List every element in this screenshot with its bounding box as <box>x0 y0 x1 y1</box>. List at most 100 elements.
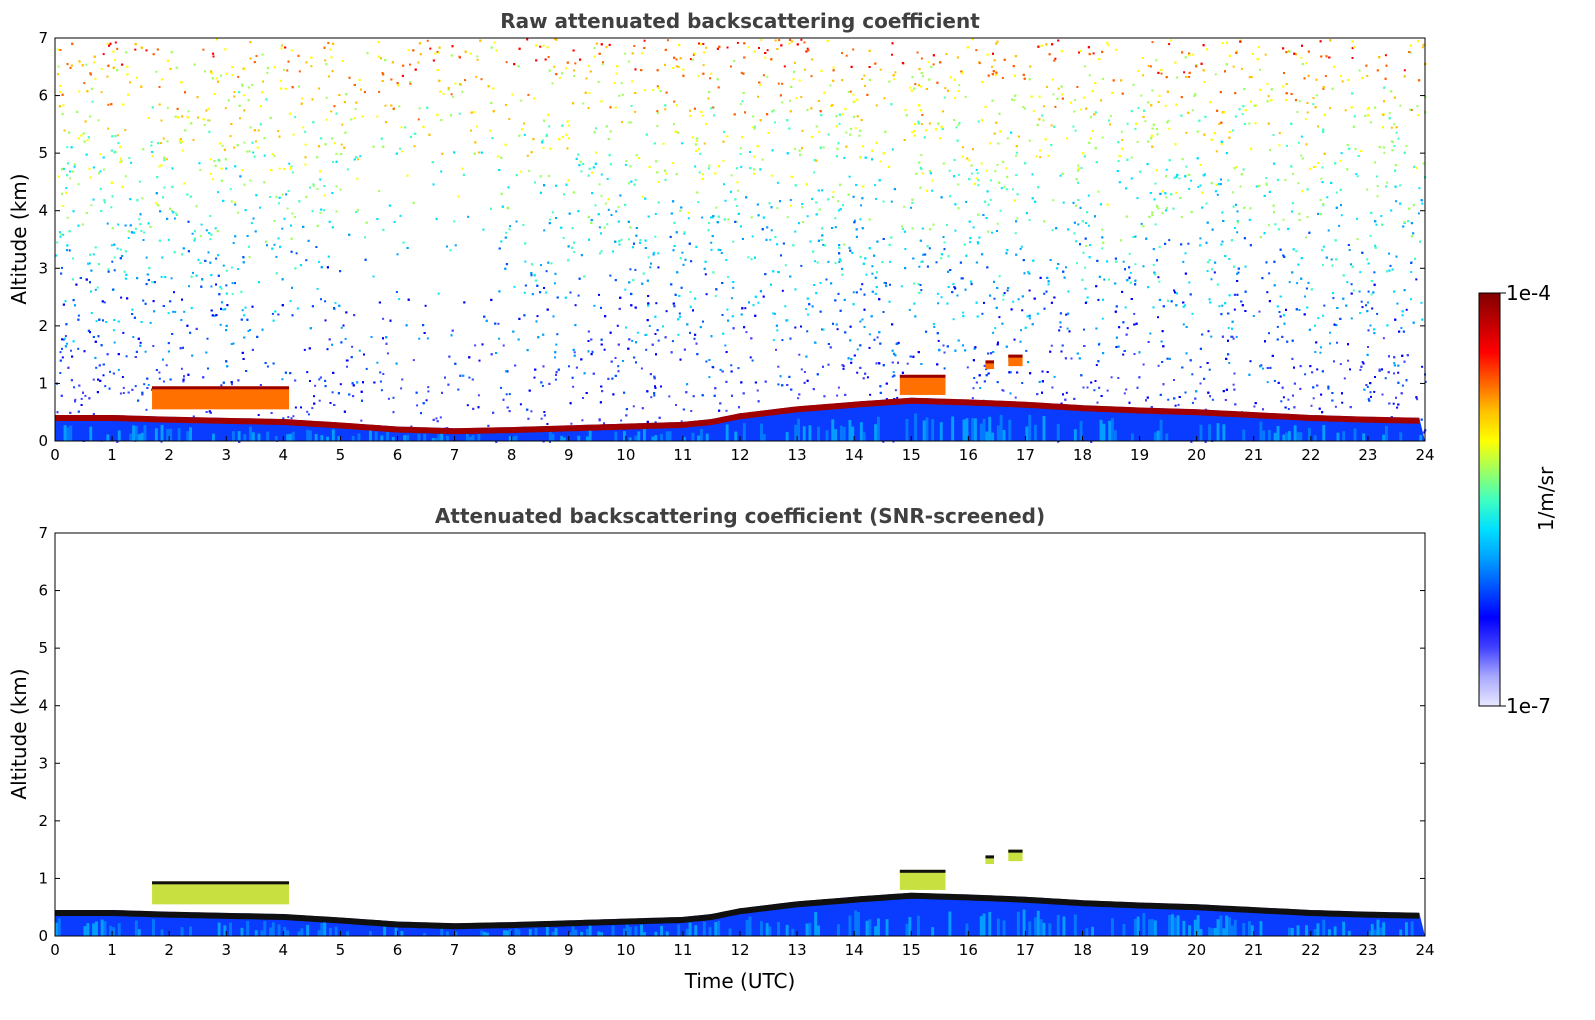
x-tick-label: 19 <box>1130 941 1149 959</box>
x-tick-label: 3 <box>221 446 231 464</box>
panel-raw-y-axis-label: Altitude (km) <box>7 173 31 304</box>
cloud-1 <box>899 374 946 395</box>
x-tick-label: 23 <box>1358 446 1377 464</box>
x-tick-label: 24 <box>1415 446 1434 464</box>
x-tick-label: 5 <box>336 446 346 464</box>
x-tick-label: 7 <box>450 446 460 464</box>
panel-screened: Attenuated backscattering coefficient (S… <box>7 504 1435 993</box>
y-tick-label: 6 <box>38 582 48 600</box>
panel-raw-frame <box>54 37 1426 442</box>
colorbar-scale <box>1478 292 1501 707</box>
x-tick-label: 2 <box>164 941 174 959</box>
x-tick-label: 17 <box>1016 941 1035 959</box>
boundary-layer-texture <box>63 413 1423 441</box>
x-tick-label: 1 <box>107 446 117 464</box>
panel-screened-y-ticks: 0 1 2 3 4 5 6 7 <box>38 524 1425 945</box>
x-tick-label: 5 <box>336 941 346 959</box>
x-tick-label: 14 <box>845 446 864 464</box>
x-tick-label: 10 <box>616 941 635 959</box>
x-tick-label: 8 <box>507 446 517 464</box>
x-tick-label: 0 <box>50 941 60 959</box>
colorbar: 1e-4 1e-7 1/m/sr <box>1478 281 1558 718</box>
panel-raw-x-ticks: 0 1 2 3 4 5 6 7 8 9 10 11 12 13 14 15 16 17 18 19 20 21 22 23 24 <box>50 436 1435 464</box>
cloud-3 <box>1008 849 1023 862</box>
cloud-top-2 <box>985 360 995 364</box>
cloud-top-1 <box>899 869 946 873</box>
panel-screened-plot-area <box>55 849 1425 936</box>
x-tick-label: 13 <box>788 941 807 959</box>
x-axis-label: Time (UTC) <box>684 969 796 993</box>
cloud-top-2 <box>985 855 995 859</box>
y-tick-label: 4 <box>38 202 48 220</box>
noise-speckle <box>55 38 1427 443</box>
x-tick-label: 12 <box>730 941 749 959</box>
cloud-top-0 <box>152 881 290 885</box>
panel-screened-title: Attenuated backscattering coefficient (S… <box>435 504 1045 528</box>
panel-raw: Raw attenuated backscattering coefficien… <box>7 9 1435 464</box>
cloud-top-1 <box>899 374 946 378</box>
x-tick-label: 12 <box>730 446 749 464</box>
x-tick-label: 6 <box>393 941 403 959</box>
x-tick-label: 13 <box>788 446 807 464</box>
x-tick-label: 11 <box>673 446 692 464</box>
y-tick-label: 5 <box>38 639 48 657</box>
x-tick-label: 14 <box>845 941 864 959</box>
cloud-3 <box>1008 354 1023 367</box>
y-tick-label: 5 <box>38 144 48 162</box>
y-tick-label: 1 <box>38 869 48 887</box>
cloud-1 <box>899 869 946 890</box>
y-tick-label: 0 <box>38 927 48 945</box>
x-tick-label: 8 <box>507 941 517 959</box>
panel-screened-y-axis-label: Altitude (km) <box>7 668 31 799</box>
x-tick-label: 7 <box>450 941 460 959</box>
x-tick-label: 15 <box>902 941 921 959</box>
x-tick-label: 22 <box>1301 446 1320 464</box>
panel-screened-frame <box>54 532 1426 937</box>
x-tick-label: 16 <box>959 941 978 959</box>
x-tick-label: 22 <box>1301 941 1320 959</box>
y-tick-label: 2 <box>38 812 48 830</box>
x-tick-label: 18 <box>1073 941 1092 959</box>
cloud-top-3 <box>1008 354 1023 358</box>
panel-raw-y-ticks: 0 1 2 3 4 5 6 7 <box>38 29 1425 450</box>
y-tick-label: 0 <box>38 432 48 450</box>
x-tick-label: 0 <box>50 446 60 464</box>
cloud-2 <box>985 855 995 865</box>
cloud-top-3 <box>1008 849 1023 853</box>
layer-top-line <box>55 397 1420 435</box>
x-tick-label: 2 <box>164 446 174 464</box>
x-tick-label: 21 <box>1244 446 1263 464</box>
colorbar-min-label: 1e-7 <box>1506 694 1551 718</box>
x-tick-label: 4 <box>279 941 289 959</box>
x-tick-label: 3 <box>221 941 231 959</box>
x-tick-label: 21 <box>1244 941 1263 959</box>
x-tick-label: 16 <box>959 446 978 464</box>
boundary-layer-texture <box>55 909 1414 936</box>
y-tick-label: 7 <box>38 29 48 47</box>
x-tick-label: 15 <box>902 446 921 464</box>
x-tick-label: 20 <box>1187 446 1206 464</box>
cloud-top-0 <box>152 386 290 390</box>
x-tick-label: 24 <box>1415 941 1434 959</box>
y-tick-label: 7 <box>38 524 48 542</box>
cloud-0 <box>152 881 290 905</box>
x-tick-label: 6 <box>393 446 403 464</box>
layer-top-line <box>55 892 1420 930</box>
y-tick-label: 6 <box>38 87 48 105</box>
y-tick-label: 1 <box>38 374 48 392</box>
x-tick-label: 9 <box>564 941 574 959</box>
x-tick-label: 9 <box>564 446 574 464</box>
x-tick-label: 10 <box>616 446 635 464</box>
panel-raw-title: Raw attenuated backscattering coefficien… <box>500 9 980 33</box>
colorbar-max-label: 1e-4 <box>1506 281 1551 305</box>
colorbar-unit-label: 1/m/sr <box>1534 466 1558 531</box>
panel-raw-plot-area <box>55 38 1427 443</box>
cloud-0 <box>152 386 290 410</box>
x-tick-label: 11 <box>673 941 692 959</box>
x-tick-label: 18 <box>1073 446 1092 464</box>
panel-screened-x-ticks: 0 1 2 3 4 5 6 7 8 9 10 11 12 13 14 15 16 17 18 19 20 21 22 23 24 <box>50 931 1435 959</box>
x-tick-label: 20 <box>1187 941 1206 959</box>
x-tick-label: 1 <box>107 941 117 959</box>
x-tick-label: 19 <box>1130 446 1149 464</box>
